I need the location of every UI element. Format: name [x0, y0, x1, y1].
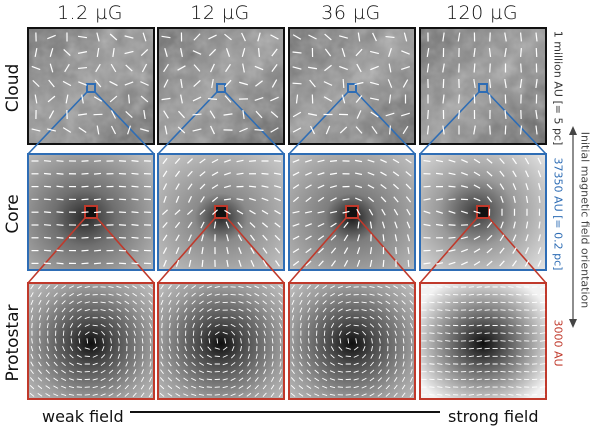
cloud-panel-frame [419, 27, 547, 145]
cloud-panel-frame [27, 27, 155, 145]
cloud-panel-frame [288, 27, 416, 145]
column-title-3: 36 µG [321, 2, 381, 24]
column-title-1: 1.2 µG [56, 2, 124, 24]
protostar-panel-frame [157, 282, 285, 400]
column-title-2: 12 µG [190, 2, 250, 24]
protostar-panel-frame [288, 282, 416, 400]
arrow-down-icon [569, 319, 577, 328]
strong-field-label: strong field [448, 407, 539, 426]
column-title-4: 120 µG [445, 2, 519, 24]
core-panel-frame [157, 153, 285, 271]
core-panel-frame [27, 153, 155, 271]
protostar-panel-frame [419, 282, 547, 400]
core-panel-frame [419, 153, 547, 271]
arrow-up-icon [569, 126, 577, 135]
core-panel-frame [288, 153, 416, 271]
protostar-panel-frame [27, 282, 155, 400]
cloud-panel-frame [157, 27, 285, 145]
weak-field-label: weak field [42, 407, 124, 426]
